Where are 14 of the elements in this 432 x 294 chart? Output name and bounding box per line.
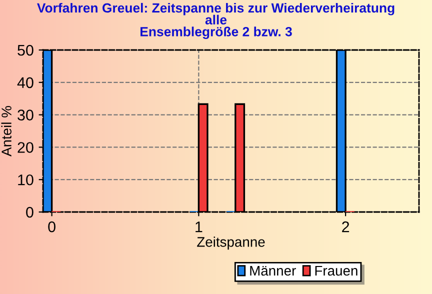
y-tick-label: 10 xyxy=(18,174,34,186)
y-axis-title: Anteil % xyxy=(1,106,12,156)
y-tick-label: 30 xyxy=(18,110,34,120)
legend-label: Frauen xyxy=(315,266,358,276)
x-tick-label: 1 xyxy=(196,222,202,232)
y-tick-label: 20 xyxy=(18,142,34,153)
chart-title: Vorfahren Greuel: Zeitspanne bis zur Wiederverheiratung alle Ensemblegröße 2 bzw. 3 xyxy=(37,2,394,39)
y-tick-label: 50 xyxy=(18,44,34,56)
x-tick-label: 2 xyxy=(342,221,350,232)
legend-label: Männer xyxy=(250,266,296,276)
y-tick-label: 40 xyxy=(17,77,34,88)
x-axis-title: Zeitspanne xyxy=(197,236,265,250)
x-tick-label: 0 xyxy=(48,221,56,232)
y-tick-label: 0 xyxy=(26,206,34,218)
